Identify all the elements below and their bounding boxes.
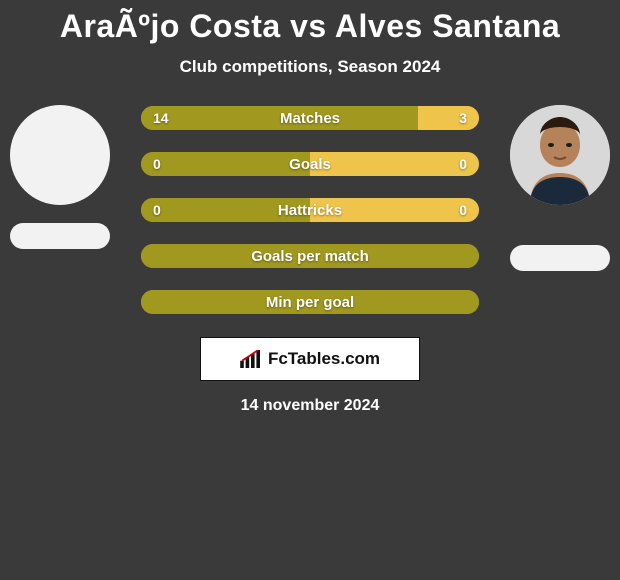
page-title: AraÃºjo Costa vs Alves Santana — [0, 8, 620, 45]
bar-goals-per-match: Goals per match — [140, 243, 480, 269]
bar-goals: 0 Goals 0 — [140, 151, 480, 177]
brand-box: FcTables.com — [200, 337, 420, 381]
bar-label: Hattricks — [141, 198, 479, 222]
comparison-card: AraÃºjo Costa vs Alves Santana Club comp… — [0, 0, 620, 415]
avatar-icon — [510, 105, 610, 205]
bar-label: Matches — [141, 106, 479, 130]
bar-label: Goals per match — [141, 244, 479, 268]
compare-area: 14 Matches 3 0 Goals 0 0 Hattricks 0 — [0, 105, 620, 315]
bar-right-value: 0 — [447, 152, 479, 176]
player-left-avatar — [10, 105, 110, 205]
date-text: 14 november 2024 — [0, 397, 620, 415]
bar-right-value: 3 — [447, 106, 479, 130]
stat-bars: 14 Matches 3 0 Goals 0 0 Hattricks 0 — [140, 105, 480, 315]
bar-matches: 14 Matches 3 — [140, 105, 480, 131]
brand-text: FcTables.com — [268, 349, 380, 369]
chart-icon — [240, 350, 262, 368]
bar-label: Min per goal — [141, 290, 479, 314]
bar-left-value: 0 — [141, 198, 173, 222]
player-right-avatar — [510, 105, 610, 205]
bar-left-value: 0 — [141, 152, 173, 176]
bar-min-per-goal: Min per goal — [140, 289, 480, 315]
bar-right-value: 0 — [447, 198, 479, 222]
player-left-column — [0, 105, 120, 249]
bar-hattricks: 0 Hattricks 0 — [140, 197, 480, 223]
player-right-name-pill — [510, 245, 610, 271]
bar-label: Goals — [141, 152, 479, 176]
player-right-column — [500, 105, 620, 271]
bar-left-value: 14 — [141, 106, 181, 130]
player-left-name-pill — [10, 223, 110, 249]
subtitle: Club competitions, Season 2024 — [0, 57, 620, 77]
